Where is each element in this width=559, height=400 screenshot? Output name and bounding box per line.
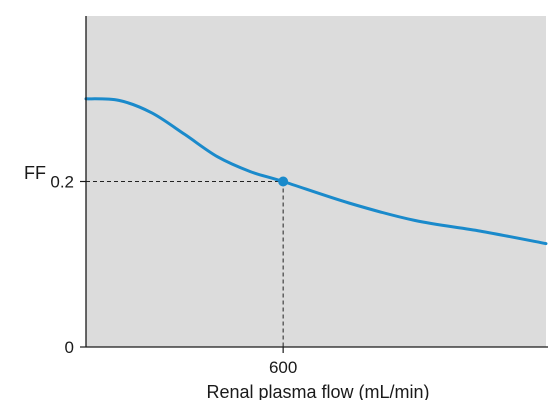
series-line bbox=[84, 97, 548, 246]
plot-area bbox=[86, 16, 546, 347]
y-tick-label: 0 bbox=[65, 338, 74, 357]
y-tick-label: 0.2 bbox=[50, 173, 74, 192]
highlight-point bbox=[278, 176, 289, 187]
x-tick-label: 600 bbox=[269, 358, 297, 377]
tick-labels: 0 0.2 600 bbox=[50, 173, 297, 378]
x-axis-label: Renal plasma flow (mL/min) bbox=[206, 382, 429, 400]
y-axis-label: FF bbox=[24, 163, 46, 183]
guide-lines bbox=[86, 181, 284, 347]
